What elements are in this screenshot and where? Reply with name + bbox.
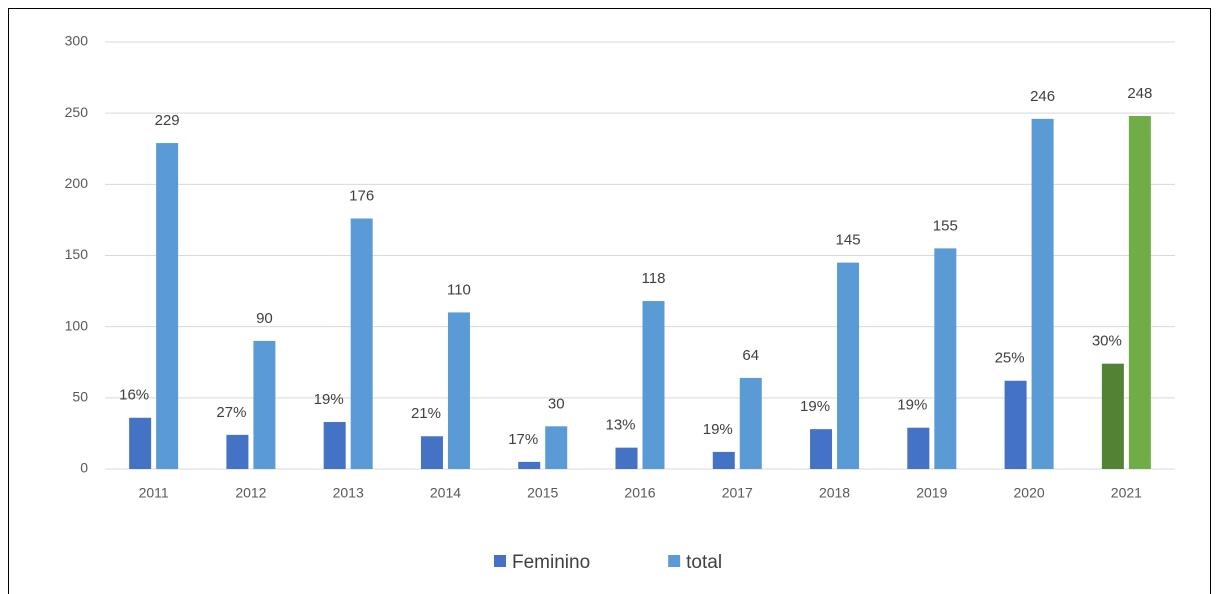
y-tick-label: 0 — [80, 460, 88, 476]
value-label: 30 — [548, 395, 565, 412]
x-tick-label: 2012 — [235, 485, 266, 501]
annotation: 19% — [314, 391, 344, 408]
annotation: 25% — [995, 350, 1025, 367]
annotation: 19% — [703, 421, 733, 438]
annotation: 27% — [216, 404, 246, 421]
x-tick-label: 2016 — [624, 485, 655, 501]
bar — [350, 218, 373, 469]
annotation: 30% — [1092, 333, 1122, 350]
legend-swatch — [494, 555, 506, 567]
bar — [1128, 116, 1151, 469]
value-label: 155 — [933, 217, 958, 234]
value-label: 176 — [349, 187, 374, 204]
x-tick-label: 2011 — [139, 485, 169, 501]
bar — [420, 436, 443, 469]
bar — [837, 262, 860, 469]
x-tick-label: 2019 — [916, 485, 947, 501]
value-label: 64 — [742, 347, 759, 364]
bar — [712, 451, 735, 469]
value-label: 229 — [155, 112, 180, 129]
value-label: 90 — [256, 310, 273, 327]
x-tick-label: 2018 — [819, 485, 850, 501]
bar — [226, 434, 249, 469]
value-label: 248 — [1127, 85, 1152, 102]
annotation: 17% — [508, 431, 538, 448]
y-tick-label: 100 — [65, 317, 89, 333]
y-tick-label: 250 — [65, 104, 89, 120]
bar — [615, 447, 638, 469]
bar — [1031, 118, 1054, 470]
legend-label: total — [686, 552, 722, 573]
y-tick-label: 200 — [65, 175, 89, 191]
annotation: 16% — [119, 387, 149, 404]
frame — [8, 8, 1211, 594]
x-tick-label: 2017 — [722, 485, 753, 501]
bar — [642, 301, 665, 469]
legend-swatch — [668, 555, 681, 567]
bar — [129, 417, 152, 469]
bar — [907, 427, 930, 469]
value-label: 110 — [447, 281, 471, 298]
x-tick-label: 2014 — [430, 485, 461, 501]
legend-label: Feminino — [512, 552, 590, 573]
bar — [253, 340, 276, 469]
annotation: 21% — [411, 405, 441, 422]
x-tick-label: 2020 — [1014, 485, 1045, 501]
bar — [1101, 363, 1124, 469]
bar — [1004, 380, 1027, 469]
value-label: 246 — [1030, 88, 1055, 105]
annotation: 19% — [800, 398, 830, 415]
bar — [447, 312, 470, 469]
y-tick-label: 150 — [65, 246, 89, 262]
bar — [739, 377, 762, 469]
bar — [934, 248, 957, 469]
annotation: 19% — [897, 397, 927, 414]
bar — [518, 461, 541, 469]
annotation: 13% — [605, 417, 635, 434]
bar — [323, 422, 346, 469]
y-tick-label: 50 — [72, 389, 88, 405]
y-tick-label: 300 — [65, 33, 89, 49]
x-tick-label: 2015 — [527, 485, 558, 501]
bar — [156, 143, 179, 469]
value-label: 145 — [836, 232, 861, 249]
x-tick-label: 2013 — [333, 485, 364, 501]
bar — [545, 426, 568, 469]
value-label: 118 — [642, 270, 666, 287]
bar — [810, 429, 833, 469]
x-tick-label: 2021 — [1111, 485, 1142, 501]
